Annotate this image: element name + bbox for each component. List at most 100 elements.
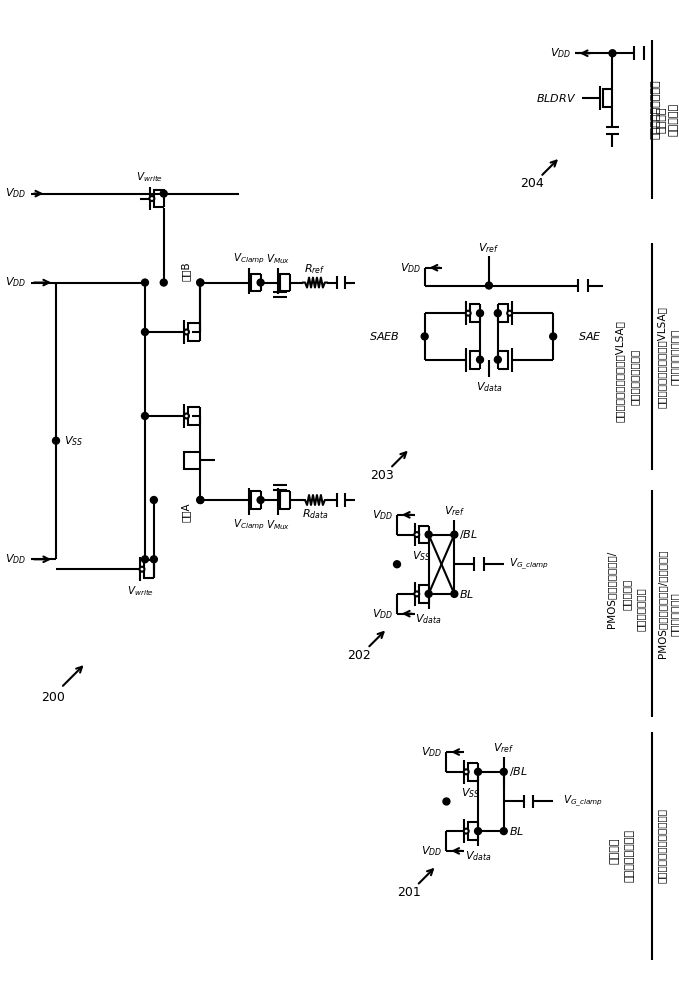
Circle shape xyxy=(477,310,483,317)
Circle shape xyxy=(475,828,481,835)
Text: $SAEB$: $SAEB$ xyxy=(369,330,400,342)
Circle shape xyxy=(141,413,149,419)
Text: $V_{SS}$: $V_{SS}$ xyxy=(412,549,431,563)
Circle shape xyxy=(149,196,154,201)
Text: $V_{DD}$: $V_{DD}$ xyxy=(5,552,26,566)
Text: 感测电路: 感测电路 xyxy=(610,838,619,864)
Text: 204: 204 xyxy=(521,177,545,190)
Text: $V_{Clamp}$: $V_{Clamp}$ xyxy=(233,518,265,532)
Text: $V_{DD}$: $V_{DD}$ xyxy=(421,844,443,858)
Circle shape xyxy=(451,590,458,597)
Text: 节点B: 节点B xyxy=(181,261,191,281)
Bar xyxy=(185,452,200,469)
Circle shape xyxy=(141,556,149,563)
Text: $V_{Mux}$: $V_{Mux}$ xyxy=(266,252,291,266)
Text: $V_{DD}$: $V_{DD}$ xyxy=(550,46,571,60)
Text: 201: 201 xyxy=(397,886,421,899)
Text: $V_{DD}$: $V_{DD}$ xyxy=(5,187,26,200)
Circle shape xyxy=(197,497,204,503)
Circle shape xyxy=(141,279,149,286)
Circle shape xyxy=(184,330,189,334)
Circle shape xyxy=(425,590,432,597)
Circle shape xyxy=(197,279,204,286)
Circle shape xyxy=(197,279,204,286)
Text: $V_{write}$: $V_{write}$ xyxy=(136,170,164,184)
Circle shape xyxy=(464,829,469,834)
Circle shape xyxy=(139,567,145,572)
Text: $V_{DD}$: $V_{DD}$ xyxy=(372,607,393,621)
Text: $V_{SS}$: $V_{SS}$ xyxy=(64,434,83,448)
Circle shape xyxy=(425,531,432,538)
Circle shape xyxy=(466,311,471,316)
Text: 202: 202 xyxy=(348,649,371,662)
Circle shape xyxy=(150,556,158,563)
Circle shape xyxy=(150,497,158,503)
Text: 写驱动器: 写驱动器 xyxy=(657,106,667,133)
Text: $V_{data}$: $V_{data}$ xyxy=(464,849,492,863)
Circle shape xyxy=(500,828,507,835)
Text: $V_{DD}$: $V_{DD}$ xyxy=(421,745,443,759)
Circle shape xyxy=(500,768,507,775)
Circle shape xyxy=(464,769,469,774)
Circle shape xyxy=(141,329,149,335)
Circle shape xyxy=(184,414,189,418)
Circle shape xyxy=(550,333,557,340)
Text: $V_{G\_clamp}$: $V_{G\_clamp}$ xyxy=(563,794,603,809)
Text: $V_{SS}$: $V_{SS}$ xyxy=(461,787,481,800)
Text: PMOS交叉耦合锁存器/预放大电路: PMOS交叉耦合锁存器/预放大电路 xyxy=(657,550,667,658)
Text: $SAE$: $SAE$ xyxy=(578,330,602,342)
Text: $BL$: $BL$ xyxy=(509,825,524,837)
Circle shape xyxy=(414,591,419,596)
Circle shape xyxy=(394,561,401,568)
Text: （预放大阶段）: （预放大阶段） xyxy=(669,592,679,636)
Circle shape xyxy=(414,532,419,537)
Text: $V_{ref}$: $V_{ref}$ xyxy=(443,504,465,518)
Circle shape xyxy=(160,190,167,197)
Circle shape xyxy=(257,279,264,286)
Text: 电压锁存的感测放大器（VLSA）: 电压锁存的感测放大器（VLSA） xyxy=(657,306,667,408)
Circle shape xyxy=(609,50,616,57)
Text: $V_{DD}$: $V_{DD}$ xyxy=(5,276,26,289)
Circle shape xyxy=(197,497,204,503)
Text: （感测放大器阶段）: （感测放大器阶段） xyxy=(629,348,639,405)
Text: $V_{ref}$: $V_{ref}$ xyxy=(493,741,515,755)
Circle shape xyxy=(475,768,481,775)
Text: $/BL$: $/BL$ xyxy=(509,765,528,778)
Text: 写驱动器（写阶段）: 写驱动器（写阶段） xyxy=(651,80,661,139)
Text: $V_{DD}$: $V_{DD}$ xyxy=(399,261,421,275)
Circle shape xyxy=(507,311,512,316)
Text: 预放大电路: 预放大电路 xyxy=(621,578,631,610)
Text: $R_{ref}$: $R_{ref}$ xyxy=(304,262,326,276)
Circle shape xyxy=(257,497,264,503)
Text: $V_{data}$: $V_{data}$ xyxy=(416,612,442,626)
Text: $V_{data}$: $V_{data}$ xyxy=(475,380,502,394)
Circle shape xyxy=(443,798,450,805)
Text: $/BL$: $/BL$ xyxy=(459,528,478,541)
Circle shape xyxy=(160,279,167,286)
Text: （感测放大器阶段）: （感测放大器阶段） xyxy=(669,329,679,385)
Circle shape xyxy=(52,437,60,444)
Text: 节点A: 节点A xyxy=(181,502,191,522)
Text: （预放大阶段）: （预放大阶段） xyxy=(636,587,646,631)
Text: $R_{data}$: $R_{data}$ xyxy=(301,507,329,521)
Circle shape xyxy=(451,531,458,538)
Text: $V_{G\_clamp}$: $V_{G\_clamp}$ xyxy=(509,557,549,572)
Circle shape xyxy=(494,356,501,363)
Text: $V_{DD}$: $V_{DD}$ xyxy=(372,508,393,522)
Text: $V_{Mux}$: $V_{Mux}$ xyxy=(266,518,291,532)
Text: $V_{Clamp}$: $V_{Clamp}$ xyxy=(233,252,265,266)
Text: PMOS交叉耦合锁存器/: PMOS交叉耦合锁存器/ xyxy=(606,550,617,628)
Text: 感测电路（感测电路阶段）: 感测电路（感测电路阶段） xyxy=(657,808,667,883)
Circle shape xyxy=(485,282,492,289)
Circle shape xyxy=(494,310,501,317)
Text: $V_{ref}$: $V_{ref}$ xyxy=(478,241,500,255)
Text: （感测电路阶段）: （感测电路阶段） xyxy=(624,829,634,882)
Text: $V_{write}$: $V_{write}$ xyxy=(126,584,153,598)
Text: （写阶段）: （写阶段） xyxy=(669,103,679,136)
Circle shape xyxy=(421,333,428,340)
Text: $BL$: $BL$ xyxy=(459,588,475,600)
Text: $BLDRV$: $BLDRV$ xyxy=(536,92,576,104)
Text: 203: 203 xyxy=(370,469,394,482)
Text: 电压锁存的感测放大器（VLSA）: 电压锁存的感测放大器（VLSA） xyxy=(614,321,625,422)
Text: 200: 200 xyxy=(41,691,65,704)
